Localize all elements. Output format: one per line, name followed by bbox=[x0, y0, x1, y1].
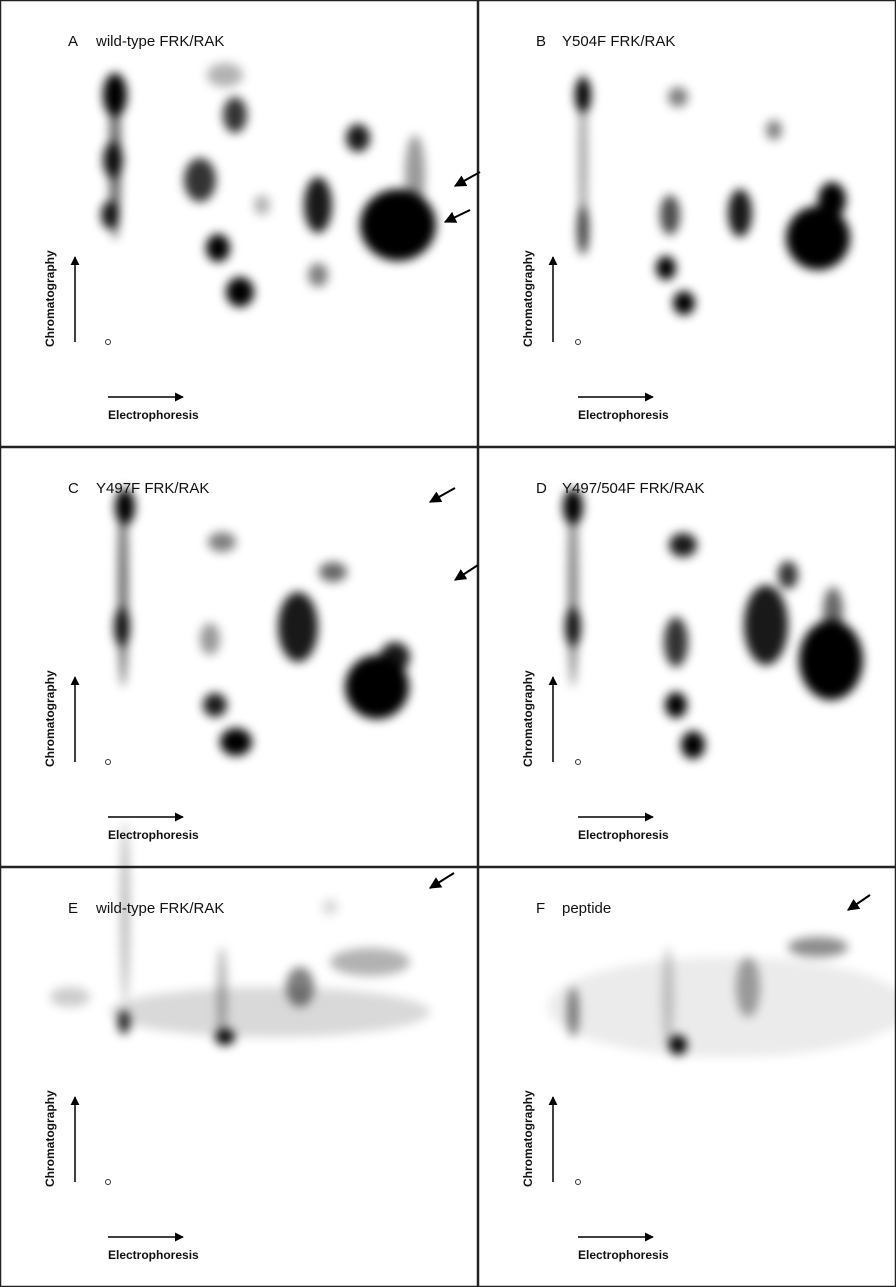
spot bbox=[319, 562, 347, 582]
panel-title: Y497F FRK/RAK bbox=[96, 480, 209, 497]
y-axis-label: Chromatography bbox=[43, 1090, 57, 1187]
panel-title: Y504F FRK/RAK bbox=[562, 33, 675, 50]
spot bbox=[50, 987, 90, 1007]
spot bbox=[322, 899, 338, 915]
spot bbox=[308, 263, 328, 287]
panel-letter: B bbox=[536, 33, 546, 50]
spot bbox=[346, 124, 370, 152]
spot bbox=[109, 80, 121, 240]
panel-title: Y497/504F FRK/RAK bbox=[562, 480, 705, 497]
y-axis-label: Chromatography bbox=[43, 670, 57, 767]
spot bbox=[405, 135, 425, 215]
spot bbox=[656, 256, 676, 280]
spot bbox=[254, 195, 270, 215]
spot bbox=[118, 487, 128, 687]
panel-letter: F bbox=[536, 900, 545, 917]
spot bbox=[226, 277, 254, 307]
spot bbox=[681, 731, 705, 759]
spot bbox=[200, 623, 220, 655]
spot bbox=[823, 587, 843, 637]
spot bbox=[665, 692, 687, 718]
spot bbox=[360, 189, 436, 261]
spot bbox=[220, 728, 252, 756]
spot bbox=[206, 234, 230, 262]
spot bbox=[579, 70, 587, 250]
spot bbox=[278, 592, 318, 662]
x-axis-label: Electrophoresis bbox=[108, 828, 199, 842]
spot bbox=[744, 585, 788, 665]
panel-letter: E bbox=[68, 900, 78, 917]
spot bbox=[818, 182, 846, 218]
x-axis-label: Electrophoresis bbox=[108, 408, 199, 422]
panel-letter: D bbox=[536, 480, 547, 497]
spot bbox=[568, 487, 578, 687]
y-axis-label: Chromatography bbox=[521, 250, 535, 347]
panel-letter: C bbox=[68, 480, 79, 497]
spot bbox=[664, 617, 688, 667]
spot bbox=[548, 957, 896, 1057]
spot bbox=[778, 561, 798, 589]
y-axis-label: Chromatography bbox=[521, 670, 535, 767]
spot bbox=[786, 206, 850, 270]
spot bbox=[728, 189, 752, 237]
spot bbox=[668, 87, 688, 107]
panel-title: peptide bbox=[562, 900, 611, 917]
spot bbox=[766, 120, 782, 140]
spot bbox=[669, 533, 697, 557]
panel-title: wild-type FRK/RAK bbox=[95, 900, 224, 917]
spot bbox=[184, 158, 216, 202]
spot bbox=[330, 948, 410, 976]
x-axis-label: Electrophoresis bbox=[578, 1248, 669, 1262]
spot bbox=[207, 63, 243, 87]
y-axis-label: Chromatography bbox=[521, 1090, 535, 1187]
spot bbox=[380, 642, 410, 672]
spot bbox=[788, 937, 848, 957]
x-axis-label: Electrophoresis bbox=[108, 1248, 199, 1262]
spot bbox=[660, 195, 680, 235]
panel-title: wild-type FRK/RAK bbox=[95, 33, 224, 50]
spot bbox=[110, 987, 430, 1037]
spot bbox=[673, 291, 695, 315]
y-axis-label: Chromatography bbox=[43, 250, 57, 347]
panel-letter: A bbox=[68, 33, 78, 50]
spot bbox=[203, 693, 227, 717]
spot bbox=[223, 97, 247, 133]
spot bbox=[208, 532, 236, 552]
figure: Awild-type FRK/RAK Chromatography Electrop… bbox=[0, 0, 896, 1287]
x-axis-label: Electrophoresis bbox=[578, 408, 669, 422]
spot bbox=[304, 177, 332, 233]
x-axis-label: Electrophoresis bbox=[578, 828, 669, 842]
